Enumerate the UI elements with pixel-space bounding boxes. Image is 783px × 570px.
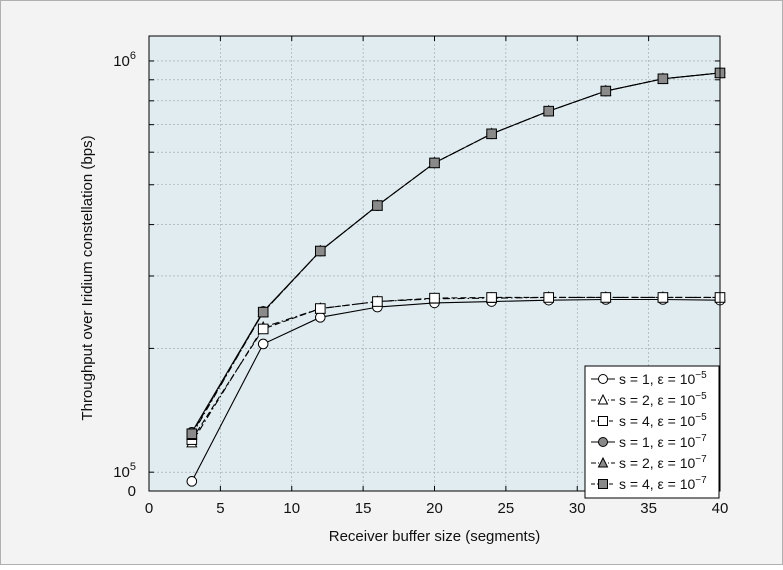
- series-line: [191, 298, 721, 482]
- x-tick-label: 40: [712, 500, 729, 517]
- data-point: [600, 85, 612, 97]
- data-point: [315, 245, 326, 257]
- legend-label: s = 4, ε = 10−7: [619, 475, 707, 492]
- x-tick-label: 15: [355, 500, 372, 517]
- y-axis-label: Throughput over Iridium constellation (b…: [79, 135, 96, 420]
- data-point: [257, 338, 269, 350]
- x-tick-label: 5: [216, 500, 224, 517]
- x-tick-label: 25: [498, 500, 515, 517]
- data-point: [257, 306, 269, 318]
- series-group: [186, 66, 726, 487]
- legend-marker: [598, 437, 608, 447]
- legend-entry: s = 2, ε = 10−7: [591, 454, 707, 471]
- legend-label: s = 2, ε = 10−7: [619, 454, 707, 471]
- legend-label: s = 4, ε = 10−5: [619, 412, 707, 429]
- legend-entry: s = 4, ε = 10−7: [591, 475, 707, 492]
- x-tick-label: 10: [283, 500, 300, 517]
- legend-marker: [597, 393, 609, 405]
- x-tick-label: 0: [145, 500, 153, 517]
- data-point: [486, 292, 497, 303]
- legend-marker: [598, 479, 608, 489]
- data-point: [429, 292, 440, 304]
- data-point: [186, 476, 198, 487]
- y-tick-labels: 106 105 0: [113, 50, 136, 500]
- legend: s = 1, ε = 10−5 s = 2, ε = 10−5 s = 4, ε =…: [584, 365, 720, 499]
- data-point: [257, 323, 269, 335]
- plot-border: [148, 35, 721, 492]
- y-tick-label: 105: [113, 461, 136, 481]
- data-point: [657, 292, 669, 303]
- data-point: [429, 157, 440, 169]
- legend-marker: [597, 456, 609, 468]
- x-axis-label: Receiver buffer size (segments): [329, 528, 540, 545]
- y-tick-label: 106: [113, 50, 136, 70]
- y-tick-label: 0: [128, 483, 136, 500]
- legend-label: s = 1, ε = 10−7: [619, 433, 707, 450]
- data-point: [600, 292, 612, 303]
- legend-marker: [598, 416, 608, 426]
- data-point: [486, 128, 497, 140]
- legend-marker: [598, 374, 608, 384]
- legend-label: s = 2, ε = 10−5: [619, 391, 707, 408]
- x-tick-label: 20: [426, 500, 443, 517]
- x-tick-labels: 0 5 10 15 20 25 30 35 40: [145, 500, 729, 517]
- series-line: [191, 296, 720, 440]
- x-tick-label: 35: [640, 500, 657, 517]
- legend-entry: s = 1, ε = 10−5: [591, 370, 707, 387]
- data-point: [315, 312, 326, 323]
- data-point: [372, 200, 383, 211]
- series-line: [191, 72, 721, 435]
- data-point: [186, 428, 198, 440]
- legend-entry: s = 1, ε = 10−7: [591, 433, 707, 450]
- data-point: [372, 296, 383, 307]
- legend-label: s = 1, ε = 10−5: [619, 370, 707, 387]
- grid-lines: [149, 36, 720, 491]
- legend-entry: s = 2, ε = 10−5: [591, 391, 707, 408]
- x-tick-label: 30: [569, 500, 586, 517]
- data-point: [315, 303, 326, 314]
- legend-box: [584, 365, 720, 499]
- data-point: [543, 105, 555, 117]
- legend-entry: s = 4, ε = 10−5: [591, 412, 707, 429]
- series-3: [186, 292, 726, 445]
- data-point: [657, 73, 669, 85]
- data-point: [543, 292, 555, 303]
